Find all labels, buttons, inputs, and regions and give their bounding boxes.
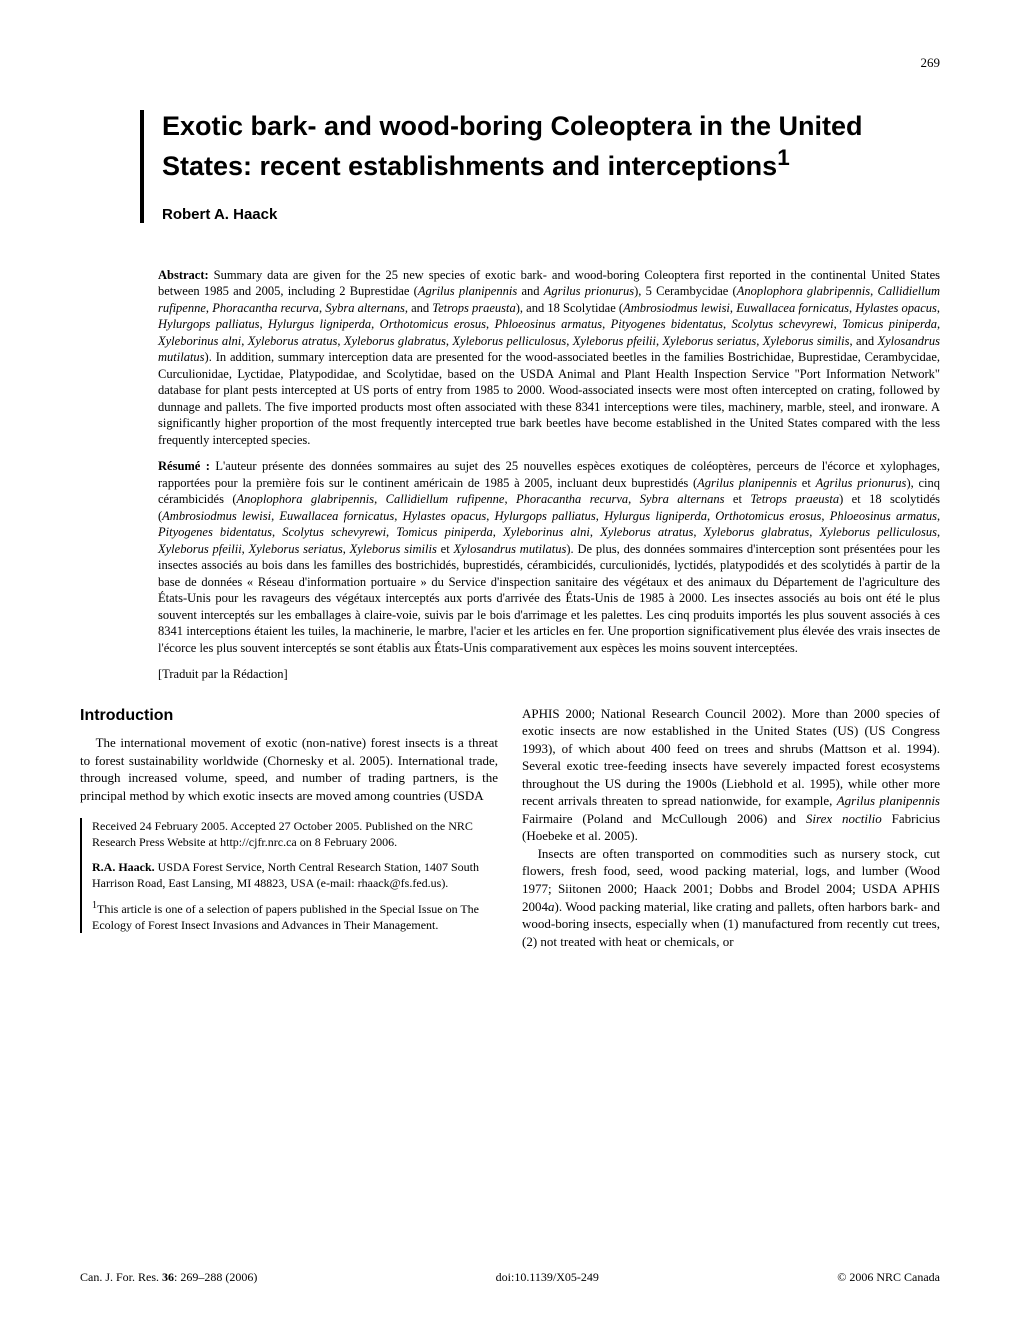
col2-paragraph-2: Insects are often transported on commodi… [522,845,940,950]
column-right: APHIS 2000; National Research Council 20… [522,705,940,951]
footer-right: © 2006 NRC Canada [837,1270,940,1285]
body-columns: Introduction The international movement … [80,705,940,951]
author-name: Robert A. Haack [162,206,940,223]
article-info-box: Received 24 February 2005. Accepted 27 O… [80,818,498,933]
page-number: 269 [921,55,941,71]
title-footnote-marker: 1 [777,145,790,170]
author-info-name: R.A. Haack. [92,860,155,874]
col2-paragraph-1: APHIS 2000; National Research Council 20… [522,705,940,845]
abstract-text-fr: L'auteur présente des données sommaires … [158,459,940,655]
title-block: Exotic bark- and wood-boring Coleoptera … [140,110,940,223]
footnote-text: This article is one of a selection of pa… [92,902,479,932]
received-info: Received 24 February 2005. Accepted 27 O… [92,818,498,850]
abstract-block: Abstract: Summary data are given for the… [158,267,940,683]
page-footer: Can. J. For. Res. 36: 269–288 (2006) doi… [80,1270,940,1285]
title-footnote: 1This article is one of a selection of p… [92,899,498,933]
resume-label: Résumé : [158,459,210,473]
article-title: Exotic bark- and wood-boring Coleoptera … [162,110,940,184]
intro-heading: Introduction [80,705,498,727]
footer-left: Can. J. For. Res. 36: 269–288 (2006) [80,1270,257,1285]
translator-note: [Traduit par la Rédaction] [158,666,940,683]
abstract-label: Abstract: [158,268,209,282]
footer-center: doi:10.1139/X05-249 [496,1270,599,1285]
column-left: Introduction The international movement … [80,705,498,951]
abstract-french: Résumé : L'auteur présente des données s… [158,458,940,656]
abstract-text-en: Summary data are given for the 25 new sp… [158,268,940,447]
intro-paragraph-1: The international movement of exotic (no… [80,734,498,804]
author-affiliation: R.A. Haack. USDA Forest Service, North C… [92,859,498,891]
abstract-english: Abstract: Summary data are given for the… [158,267,940,449]
